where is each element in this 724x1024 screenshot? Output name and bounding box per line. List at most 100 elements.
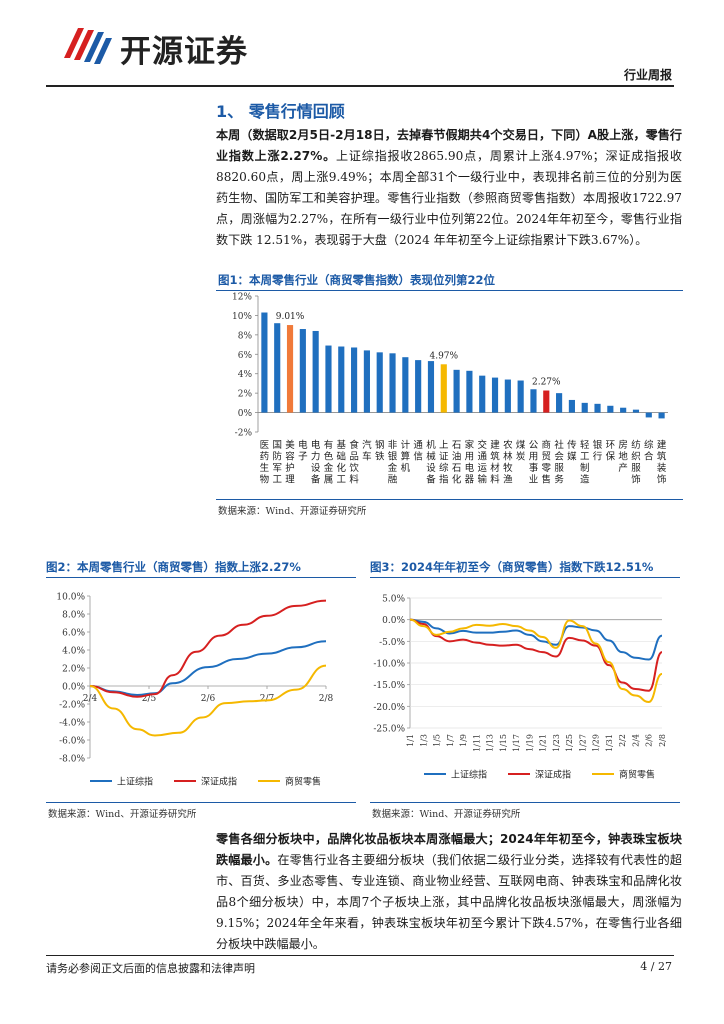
x-tick-label-char: 电 <box>465 462 475 474</box>
x-tick-label-char: 炭 <box>516 452 526 463</box>
y-tick-label: 6% <box>238 351 253 361</box>
x-tick-label-char: 交 <box>477 439 487 451</box>
x-tick-label-char: 产 <box>618 462 628 474</box>
x-tick-label-char: 有 <box>324 439 334 451</box>
bar-国防军工 <box>274 323 281 413</box>
x-tick-label-char: 农 <box>503 439 513 451</box>
x-tick-label: 1/21 <box>539 734 548 752</box>
x-tick-label-char: 轻 <box>580 439 590 451</box>
bar-有色金属 <box>325 345 332 413</box>
bar-汽车 <box>363 350 370 413</box>
x-tick-label-char: 饰 <box>631 474 641 486</box>
x-tick-label: 1/29 <box>592 734 601 752</box>
series-line-商贸零售 <box>409 618 663 704</box>
bar-食品饮料 <box>351 347 358 413</box>
x-tick-label-char: 业 <box>529 475 539 486</box>
x-tick-label-char: 用 <box>529 452 539 463</box>
x-tick-label-char: 基 <box>337 439 347 451</box>
x-tick-label-char: 机 <box>401 462 411 474</box>
x-tick-label-char: 银 <box>388 451 398 463</box>
x-tick-label-char: 机 <box>426 439 436 451</box>
x-tick-label: 1/23 <box>552 734 561 752</box>
y-tick-label: 5.0% <box>382 595 405 605</box>
bar-机械设备 <box>427 361 435 413</box>
x-tick-label-char: 地 <box>618 451 628 463</box>
paragraph-lead: 本周（数据取2月5日-2月18日，去掉春节假期共4个交易日，下同）A股上涨，零售… <box>216 128 682 163</box>
x-tick-label-char: 军 <box>272 463 282 474</box>
x-tick-label-char: 食 <box>349 439 359 451</box>
x-tick-label: 2/6 <box>645 734 654 747</box>
x-tick-label: 2/2 <box>618 734 627 747</box>
x-tick-label-char: 筑 <box>657 451 667 463</box>
x-tick-label-char: 子 <box>298 452 308 463</box>
bar-传媒 <box>568 399 575 413</box>
y-tick-label: -25.0% <box>373 725 405 735</box>
x-tick-label: 1/13 <box>486 734 495 752</box>
x-tick-label-char: 牧 <box>503 462 513 474</box>
paragraph-lead-2: 零售各细分板块中，品牌化妆品板块本周涨幅最大；2024年年初至今，钟表珠宝板块跌… <box>216 832 682 867</box>
x-tick-label-char: 医 <box>260 440 270 451</box>
x-tick-label: 1/5 <box>433 734 442 747</box>
x-tick-label-char: 售 <box>542 474 552 486</box>
x-tick-label-char: 电 <box>311 439 321 451</box>
x-tick-label: 1/19 <box>525 734 534 752</box>
data-label: 4.97% <box>429 351 458 361</box>
bar-公用事业 <box>530 389 537 413</box>
bar-通信 <box>415 360 422 413</box>
figure-3-source: 数据来源：Wind、开源证券研究所 <box>372 809 521 820</box>
bar-基础化工 <box>338 346 345 413</box>
x-tick-label-char: 品 <box>349 452 359 463</box>
x-tick-label: 1/3 <box>419 734 428 747</box>
x-tick-label-char: 工 <box>337 475 347 486</box>
x-tick-label-char: 非 <box>388 439 398 451</box>
bar-计算机 <box>402 357 409 413</box>
x-tick-label-char: 指 <box>439 474 449 486</box>
y-tick-label: -2.0% <box>59 701 85 711</box>
x-tick-label-char: 料 <box>349 474 359 486</box>
x-tick-label-char: 行 <box>593 451 603 463</box>
y-tick-label: 2.0% <box>62 665 85 675</box>
bar-石油石化 <box>453 369 460 413</box>
logo-text: 开源证券 <box>120 34 248 70</box>
logo-mark-icon <box>64 28 112 64</box>
series-line-上证综指 <box>89 640 327 697</box>
x-tick-label-char: 电 <box>298 439 308 451</box>
x-tick-label-char: 化 <box>452 474 462 486</box>
x-tick-label: 1/15 <box>499 734 508 752</box>
figure-1-bottom-rule <box>216 499 683 500</box>
series-line-商贸零售 <box>89 664 327 737</box>
bar-建筑装饰 <box>658 412 665 419</box>
header-divider <box>46 85 674 87</box>
legend: 上证综指 深证成指 商贸零售 <box>90 776 321 788</box>
x-tick-label-char: 药 <box>260 452 270 463</box>
paragraph-subsector-review: 零售各细分板块中，品牌化妆品板块本周涨幅最大；2024年年初至今，钟表珠宝板块跌… <box>216 829 682 955</box>
y-tick-label: 0% <box>238 409 253 419</box>
figure-2-bottom-rule <box>46 802 356 803</box>
x-tick-label-char: 美 <box>285 439 295 451</box>
bar-交通运输 <box>479 375 486 413</box>
x-tick-label-char: 属 <box>324 475 334 486</box>
y-tick-label: 4% <box>238 370 253 380</box>
legend-label: 上证综指 <box>451 769 487 781</box>
x-tick-label-char: 备 <box>311 474 321 486</box>
x-tick-label-char: 纺 <box>631 439 641 451</box>
x-tick-label-char: 运 <box>477 463 487 474</box>
x-tick-label-char: 建 <box>490 439 500 451</box>
legend-label: 上证综指 <box>117 776 153 788</box>
x-tick-label-char: 综 <box>644 439 654 451</box>
bar-综合 <box>645 412 652 418</box>
bar-建筑材料 <box>491 377 499 413</box>
bar-社会服务 <box>556 393 563 413</box>
bar-电力设备 <box>312 330 319 413</box>
x-tick-label-char: 媒 <box>567 451 577 463</box>
x-tick-label-char: 零 <box>542 463 552 474</box>
x-tick-label-char: 制 <box>580 462 590 474</box>
x-tick-label: 1/11 <box>472 734 481 752</box>
y-tick-label: 4.0% <box>62 647 85 657</box>
section-title: 1、 零售行情回顾 <box>216 102 345 121</box>
footer-disclaimer: 请务必参阅正文后面的信息披露和法律声明 <box>46 962 255 975</box>
x-tick-label-char: 渔 <box>503 475 513 486</box>
bar-轻工制造 <box>581 402 588 413</box>
x-tick-label: 1/1 <box>406 734 415 747</box>
x-tick-label: 1/17 <box>512 734 521 752</box>
